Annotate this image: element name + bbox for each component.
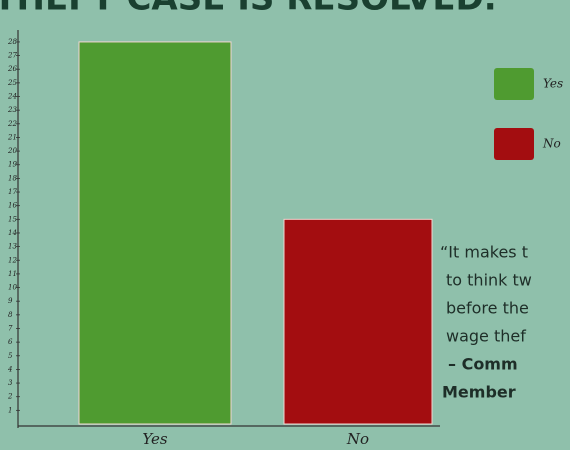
y-tick-label: 8	[8, 311, 13, 319]
y-tick-label: 3	[8, 379, 13, 387]
y-tick-label: 26	[7, 65, 17, 73]
legend-swatch	[494, 68, 534, 100]
y-tick-label: 6	[8, 338, 13, 346]
y-tick-label: 9	[8, 297, 13, 305]
y-tick-label: 22	[7, 120, 17, 128]
page: {"chart_data": {"type": "bar", "title": …	[0, 0, 570, 450]
y-tick-label: 25	[7, 79, 17, 87]
legend-label: Yes	[543, 77, 563, 91]
y-tick-label: 23	[7, 106, 17, 114]
legend-swatch	[494, 128, 534, 160]
quote-attribution: – Comm	[448, 355, 518, 374]
y-tick-label: 24	[7, 93, 17, 101]
y-tick-label: 11	[8, 270, 17, 278]
x-tick-label: No	[346, 430, 369, 448]
quote-line: wage thef	[446, 327, 526, 346]
y-tick-label: 7	[8, 324, 13, 332]
y-tick-label: 27	[7, 52, 17, 60]
y-tick-label: 5	[8, 352, 13, 360]
chart-title: THEFT CASE IS RESOLVED.	[0, 0, 497, 19]
quote-line: “It makes t	[440, 243, 528, 262]
chart: THEFT CASE IS RESOLVED. 1234567891011121…	[0, 0, 570, 450]
y-tick-label: 1	[8, 406, 12, 414]
bar	[79, 42, 231, 424]
y-tick-label: 20	[7, 147, 17, 155]
bar	[284, 219, 432, 424]
quote-line: to think tw	[446, 271, 532, 290]
x-tick-label: Yes	[142, 430, 167, 448]
legend-label: No	[542, 137, 561, 151]
y-tick-label: 21	[7, 133, 17, 141]
y-tick-label: 28	[7, 38, 17, 46]
y-tick-label: 4	[7, 365, 12, 373]
quote-line: before the	[446, 299, 529, 318]
y-tick-label: 2	[7, 393, 13, 401]
y-tick-label: 14	[8, 229, 17, 237]
quote-attribution: Member	[442, 383, 516, 402]
